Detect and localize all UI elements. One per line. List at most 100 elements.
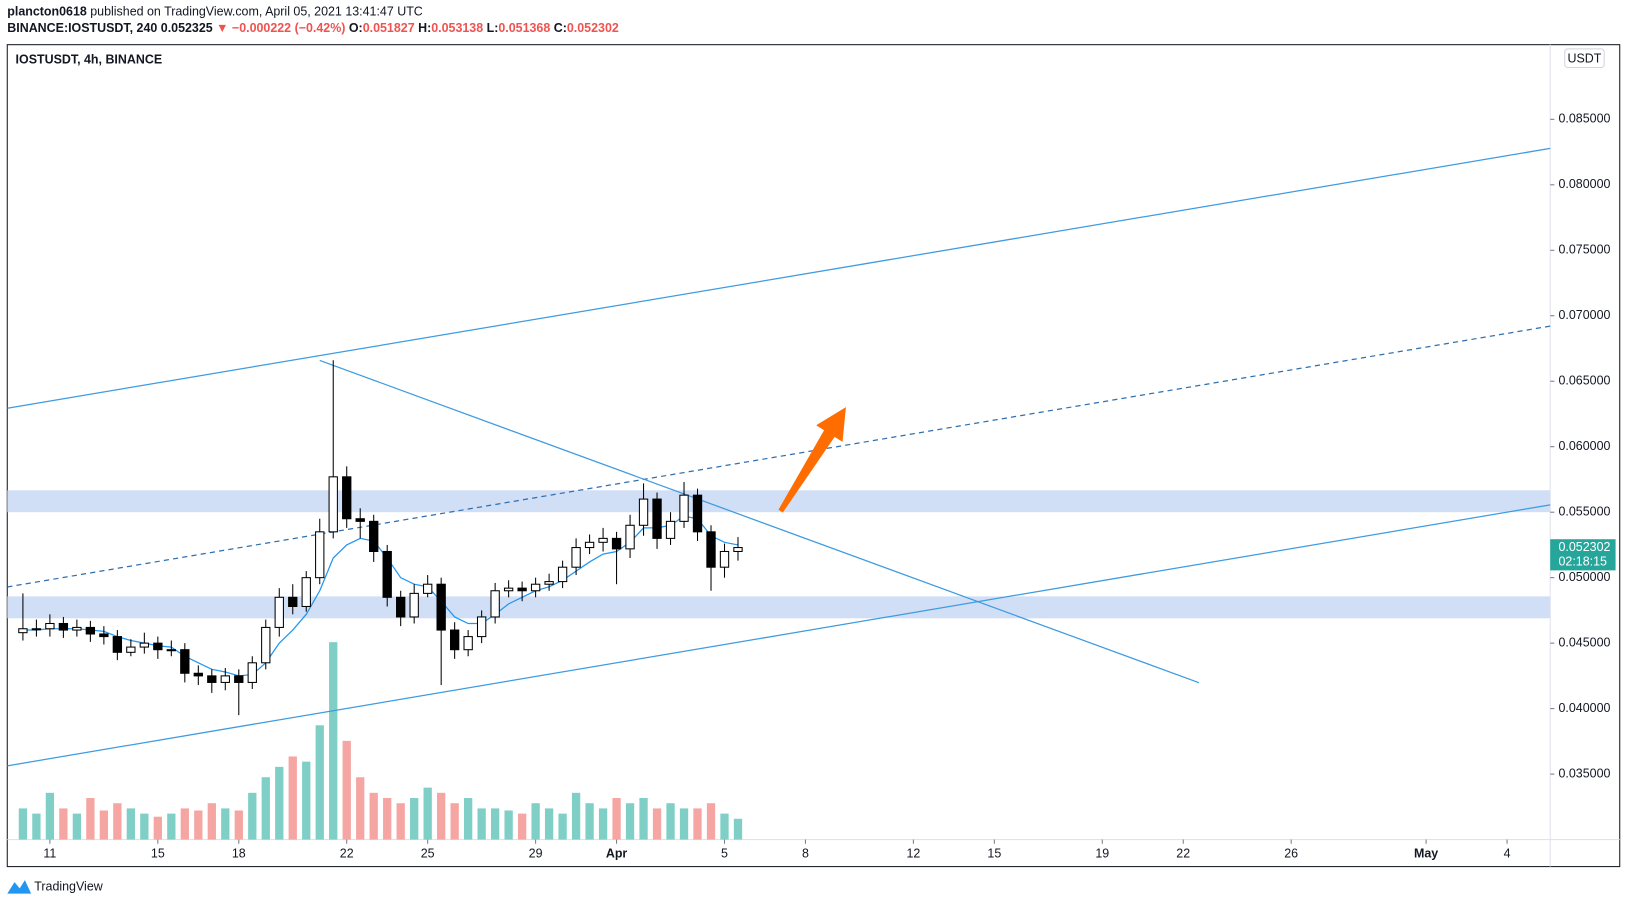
volume-bar [167, 813, 176, 840]
x-tick-label: 26 [1284, 846, 1298, 860]
candle-body [476, 616, 487, 638]
candle-body [166, 649, 176, 652]
x-tick-label: 4 [1504, 846, 1511, 860]
volume-bar [356, 777, 365, 840]
volume-bar [544, 808, 554, 840]
candle-body [220, 675, 230, 683]
candle-body [99, 633, 109, 638]
header-line-1: plancton0618 published on TradingView.co… [7, 5, 423, 19]
trend-line [7, 147, 1551, 409]
volume-bar [261, 777, 270, 840]
volume-bar [652, 808, 662, 840]
candle-body [517, 587, 527, 592]
x-tick-label: 29 [529, 846, 543, 860]
volume-bar [625, 803, 635, 840]
x-tick-label: 22 [1176, 846, 1190, 860]
x-tick-label: 8 [802, 846, 809, 860]
candle-body [274, 596, 284, 628]
candle-body [301, 577, 311, 607]
candle-body [706, 531, 716, 568]
candle-body [315, 531, 325, 579]
o-label: O: [349, 21, 363, 35]
price-tag-countdown: 02:18:15 [1559, 554, 1608, 568]
plot-area [7, 147, 1551, 840]
volume-bar [288, 756, 297, 840]
candle-body [733, 547, 743, 552]
candle-body [58, 622, 69, 631]
volume-bar [315, 725, 324, 840]
candle-body [584, 541, 595, 549]
candle-body [261, 626, 271, 664]
volume-bar [99, 810, 109, 840]
candle-body [449, 629, 460, 651]
y-tick-label: 0.075000 [1559, 243, 1611, 257]
candle-body [396, 596, 406, 618]
y-tick-label: 0.070000 [1559, 308, 1611, 322]
candle-body [423, 583, 433, 594]
volume-bar [477, 808, 486, 840]
candle-body [72, 626, 82, 631]
candle-body [598, 537, 608, 543]
y-tick-label: 0.050000 [1559, 570, 1611, 584]
author: plancton0618 [7, 5, 87, 19]
candle-body [18, 628, 28, 634]
x-tick-label: 25 [421, 846, 435, 860]
trend-line [319, 359, 1200, 684]
volume-bar [180, 808, 189, 840]
candle-body [247, 662, 257, 683]
symbol: BINANCE:IOSTUSDT, 240 [7, 21, 157, 35]
arrow [778, 407, 846, 513]
currency: USDT [1568, 52, 1602, 66]
volume-bar [383, 798, 392, 840]
volume-bar [571, 792, 581, 840]
candle-body [342, 476, 352, 520]
x-tick-label: May [1414, 846, 1438, 860]
candle-body [692, 494, 703, 533]
volume-bar [450, 803, 459, 840]
o-value: 0.051827 [363, 21, 415, 35]
l-label: L: [487, 21, 499, 35]
currency-badge[interactable] [1564, 48, 1605, 69]
l-value: 0.051368 [498, 21, 550, 35]
y-tick-label: 0.055000 [1559, 504, 1611, 518]
y-tick-label: 0.035000 [1559, 766, 1611, 780]
y-tick-label: 0.085000 [1559, 112, 1611, 126]
x-tick-label: 19 [1095, 846, 1109, 860]
volume-bar [194, 810, 203, 840]
volume-bar [207, 803, 216, 840]
volume-bar [369, 792, 378, 840]
x-tick-label: Apr [606, 846, 628, 860]
x-tick-label: 18 [232, 846, 246, 860]
zone [7, 490, 1551, 513]
h-label: H: [418, 21, 431, 35]
candle-body [369, 520, 379, 552]
volume-bar [32, 813, 41, 840]
header-line-2: BINANCE:IOSTUSDT, 240 0.052325 ▼ −0.0002… [7, 21, 619, 35]
volume-bar [666, 803, 675, 840]
candle-body [719, 550, 730, 568]
volume-bar [517, 813, 527, 840]
volume-bar [598, 808, 608, 840]
candle-body [382, 550, 392, 598]
candle-body [665, 520, 676, 539]
x-tick-label: 5 [721, 846, 728, 860]
candle-body [45, 622, 55, 630]
volume-bar [329, 642, 338, 840]
volume-bar [558, 813, 567, 840]
volume-bar [221, 808, 230, 840]
volume-bar [113, 803, 122, 840]
volume-bar [639, 798, 648, 840]
footer-brand: TradingView [34, 880, 103, 894]
candle-body [652, 498, 662, 539]
volume-bar [504, 810, 513, 840]
volume-bar [706, 803, 716, 840]
y-tick-label: 0.040000 [1559, 701, 1611, 715]
candle-body [193, 672, 203, 677]
volume-bar [464, 798, 473, 840]
logo-icon [7, 880, 32, 894]
last-price: 0.052325 [161, 21, 213, 35]
x-tick-label: 12 [906, 846, 920, 860]
candle-body [557, 566, 568, 583]
change: ▼ −0.000222 (−0.42%) [216, 21, 345, 35]
candle-body [544, 581, 554, 585]
